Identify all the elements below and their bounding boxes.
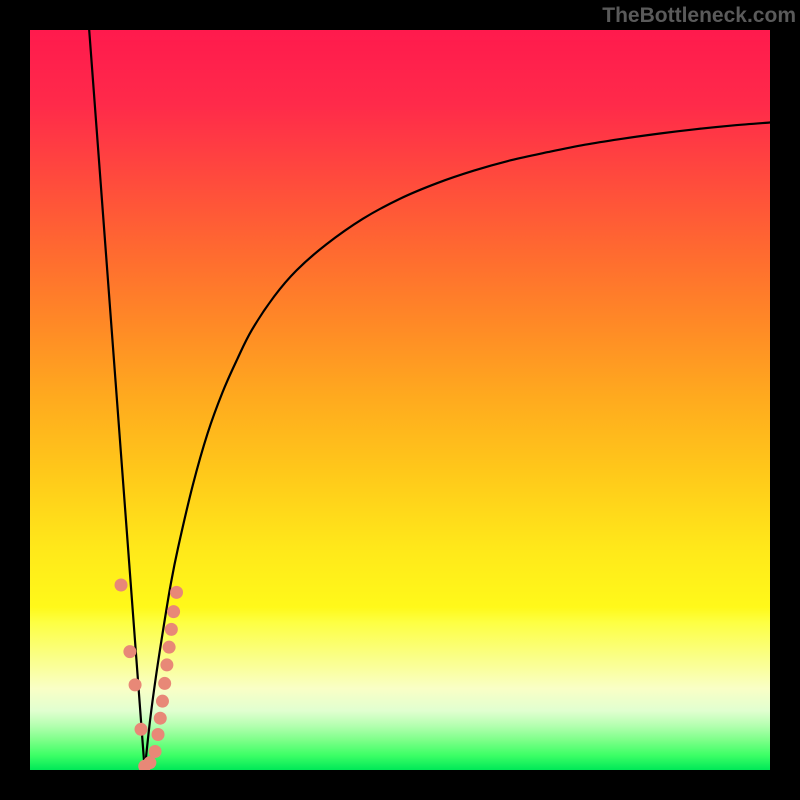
marker-point [158,677,171,690]
marker-point [129,678,142,691]
marker-point [135,723,148,736]
chart-plot-background [30,30,770,770]
marker-point [165,623,178,636]
marker-point [149,745,162,758]
marker-point [115,579,128,592]
marker-point [163,641,176,654]
marker-point [154,712,167,725]
marker-point [123,645,136,658]
marker-point [156,695,169,708]
marker-point [160,658,173,671]
attribution-text: TheBottleneck.com [602,4,796,27]
marker-point [170,586,183,599]
marker-point [167,605,180,618]
marker-point [143,756,156,769]
marker-point [152,728,165,741]
